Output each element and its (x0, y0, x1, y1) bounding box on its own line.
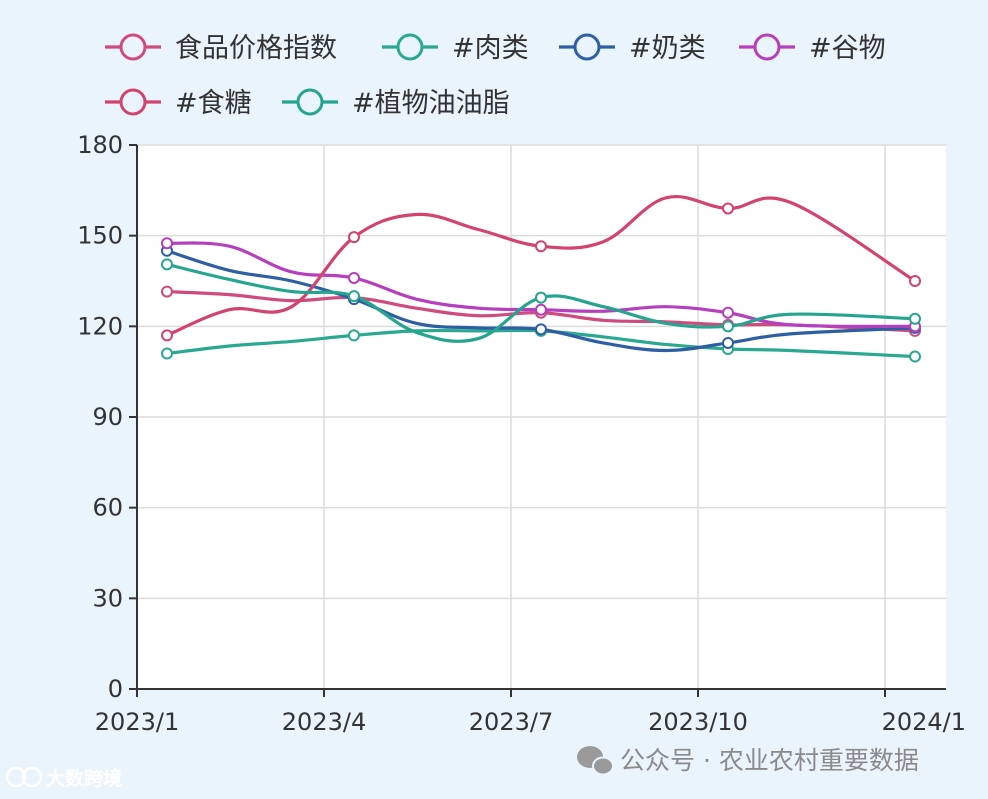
legend-circle-icon (119, 33, 147, 61)
watermark-brand-text: 大数跨境 (46, 767, 122, 790)
data-point (722, 306, 734, 319)
x-tick-label: 2023/7 (469, 708, 553, 736)
x-tick-label: 2023/4 (282, 708, 366, 736)
grid-lines (137, 144, 946, 689)
data-point (535, 303, 547, 316)
data-point (161, 347, 173, 360)
watermark: 公众号 · 农业农村重要数据 大数跨境 (5, 746, 919, 790)
legend-circle-icon (396, 33, 424, 61)
data-point (909, 275, 921, 287)
data-point (161, 285, 173, 298)
y-tick-label: 30 (92, 584, 123, 612)
wechat-icon (577, 746, 614, 776)
data-point (161, 258, 173, 271)
data-point (535, 291, 547, 304)
y-tick-label: 180 (77, 131, 123, 159)
legend-label: #肉类 (452, 33, 529, 64)
data-point (348, 290, 360, 303)
data-point (909, 312, 921, 325)
data-point (722, 336, 734, 349)
y-tick-label: 0 (108, 675, 123, 703)
y-tick-label: 120 (77, 312, 123, 340)
legend-circle-icon (296, 88, 324, 116)
data-point (909, 350, 921, 363)
legend-circle-icon (573, 33, 601, 61)
series-line-6 (165, 262, 917, 343)
legend-label: #食糖 (175, 88, 252, 119)
series-line-2 (165, 328, 917, 359)
data-point (722, 320, 734, 333)
legend-circle-icon (119, 88, 147, 116)
legend-item-3[interactable]: #奶类 (559, 33, 706, 64)
brand-logo-icon (5, 766, 43, 788)
axes: 0 30 60 90 120 150 180 2023/1 2023/4 2023/7 2023/1… (77, 131, 966, 736)
legend: 食品价格指数 #肉类 #奶类 #谷物 #食糖 #植物油油脂 (105, 33, 886, 119)
data-point (161, 329, 173, 342)
series-points (161, 202, 921, 363)
y-tick-label: 90 (92, 403, 123, 431)
legend-label: #谷物 (809, 33, 886, 64)
series-line-3 (165, 249, 917, 353)
data-point (348, 231, 360, 244)
data-point (348, 329, 360, 342)
data-point (722, 202, 734, 215)
x-tick-label: 2023/10 (648, 708, 748, 736)
data-point (535, 240, 547, 253)
y-tick-label: 60 (92, 494, 123, 522)
data-point (535, 323, 547, 336)
series-line-1 (165, 289, 917, 333)
series-line-5 (165, 195, 917, 337)
x-tick-label: 2023/1 (95, 708, 179, 736)
data-point (348, 271, 360, 284)
data-point (161, 237, 173, 250)
series-lines (165, 195, 917, 359)
x-tick-label: 2024/1 (882, 708, 966, 736)
watermark-wechat-text: 公众号 · 农业农村重要数据 (620, 746, 919, 775)
legend-circle-icon (753, 33, 781, 61)
legend-item-2[interactable]: #肉类 (382, 33, 529, 64)
legend-label: #奶类 (629, 33, 706, 64)
legend-label: #植物油油脂 (352, 88, 510, 119)
legend-item-6[interactable]: #植物油油脂 (282, 88, 510, 119)
legend-label: 食品价格指数 (175, 33, 337, 64)
legend-item-4[interactable]: #谷物 (739, 33, 886, 64)
legend-item-5[interactable]: #食糖 (105, 88, 252, 119)
legend-item-1[interactable]: 食品价格指数 (105, 33, 337, 64)
y-tick-label: 150 (77, 222, 123, 250)
